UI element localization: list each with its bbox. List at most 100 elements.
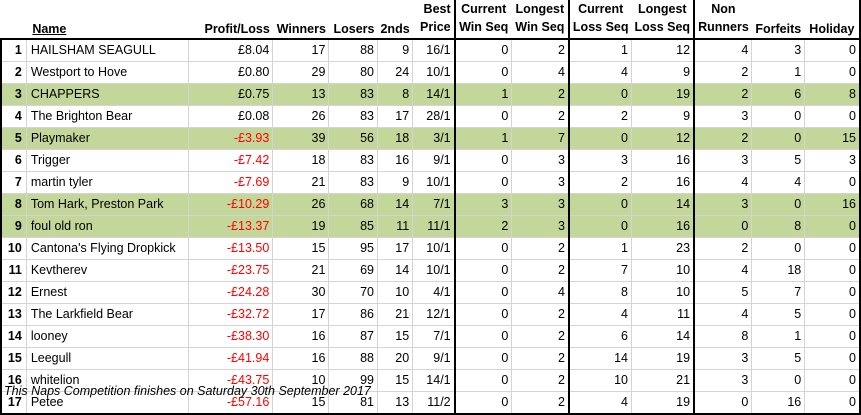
- row-profit-loss[interactable]: -£7.69: [188, 171, 274, 194]
- row-winners[interactable]: 17: [272, 303, 330, 326]
- row-losers[interactable]: 83: [328, 105, 378, 128]
- row-forfeits[interactable]: 4: [751, 171, 806, 194]
- row-name[interactable]: looney: [26, 325, 189, 348]
- row-forfeits[interactable]: 1: [751, 325, 806, 348]
- row-seconds[interactable]: 24: [377, 61, 414, 84]
- row-position[interactable]: 5: [0, 127, 27, 150]
- row-current-win-seq[interactable]: 0: [453, 149, 513, 172]
- header-cell-pos[interactable]: [1, 0, 26, 39]
- row-winners[interactable]: 39: [272, 127, 330, 150]
- header-losers[interactable]: Losers: [333, 22, 375, 36]
- row-profit-loss[interactable]: -£10.29: [188, 193, 274, 216]
- row-non-runners[interactable]: 3: [694, 347, 753, 370]
- row-longest-win-seq[interactable]: 3: [511, 171, 570, 194]
- row-losers[interactable]: 85: [328, 215, 378, 238]
- row-forfeits[interactable]: 1: [751, 61, 806, 84]
- header-forfeits[interactable]: Forfeits: [755, 22, 802, 36]
- row-losers[interactable]: 83: [328, 83, 378, 106]
- row-losers[interactable]: 88: [328, 38, 378, 62]
- row-losers[interactable]: 86: [328, 303, 378, 326]
- row-holiday[interactable]: 0: [804, 171, 861, 194]
- row-current-loss-seq[interactable]: 3: [568, 149, 632, 172]
- row-name[interactable]: Kevtherev: [26, 259, 189, 282]
- row-longest-win-seq[interactable]: 2: [511, 347, 570, 370]
- row-losers[interactable]: 87: [328, 325, 378, 348]
- row-current-win-seq[interactable]: 2: [453, 215, 513, 238]
- row-winners[interactable]: 18: [272, 149, 330, 172]
- row-non-runners[interactable]: 3: [694, 369, 753, 392]
- row-current-loss-seq[interactable]: 0: [568, 127, 632, 150]
- row-seconds[interactable]: 21: [377, 303, 414, 326]
- row-losers[interactable]: 83: [328, 149, 378, 172]
- row-winners[interactable]: 26: [272, 105, 330, 128]
- row-non-runners[interactable]: 0: [694, 391, 753, 415]
- row-longest-loss-seq[interactable]: 14: [631, 193, 696, 216]
- row-longest-loss-seq[interactable]: 12: [631, 127, 696, 150]
- row-profit-loss[interactable]: -£32.72: [188, 303, 274, 326]
- row-winners[interactable]: 17: [272, 38, 330, 62]
- header-current-loss-seq[interactable]: Current Loss Seq: [569, 0, 632, 39]
- row-forfeits[interactable]: 5: [751, 347, 806, 370]
- row-winners[interactable]: 16: [272, 347, 330, 370]
- row-losers[interactable]: 68: [328, 193, 378, 216]
- row-non-runners[interactable]: 4: [694, 303, 753, 326]
- row-longest-loss-seq[interactable]: 16: [631, 171, 696, 194]
- row-profit-loss[interactable]: £0.08: [188, 105, 274, 128]
- row-winners[interactable]: 30: [272, 281, 330, 304]
- row-longest-loss-seq[interactable]: 9: [631, 105, 696, 128]
- row-current-loss-seq[interactable]: 0: [568, 215, 632, 238]
- row-name[interactable]: HAILSHAM SEAGULL: [26, 38, 189, 62]
- row-seconds[interactable]: 9: [377, 38, 414, 62]
- row-forfeits[interactable]: 0: [751, 369, 806, 392]
- row-longest-loss-seq[interactable]: 16: [631, 215, 696, 238]
- row-best-price[interactable]: 10/1: [412, 259, 456, 282]
- row-holiday[interactable]: 16: [804, 193, 861, 216]
- row-holiday[interactable]: 0: [804, 215, 861, 238]
- row-losers[interactable]: 88: [328, 347, 378, 370]
- row-profit-loss[interactable]: -£38.30: [188, 325, 274, 348]
- row-holiday[interactable]: 0: [804, 61, 861, 84]
- row-best-price[interactable]: 10/1: [412, 171, 456, 194]
- row-name[interactable]: Leegull: [26, 347, 189, 370]
- row-seconds[interactable]: 13: [377, 391, 414, 415]
- row-position[interactable]: 10: [0, 237, 27, 260]
- row-holiday[interactable]: 0: [804, 391, 861, 415]
- row-non-runners[interactable]: 4: [694, 259, 753, 282]
- row-longest-win-seq[interactable]: 7: [511, 127, 570, 150]
- row-best-price[interactable]: 10/1: [412, 237, 456, 260]
- row-winners[interactable]: 15: [272, 237, 330, 260]
- row-profit-loss[interactable]: -£3.93: [188, 127, 274, 150]
- row-name[interactable]: foul old ron: [26, 215, 189, 238]
- row-seconds[interactable]: 17: [377, 105, 414, 128]
- row-best-price[interactable]: 16/1: [412, 38, 456, 62]
- row-longest-win-seq[interactable]: 3: [511, 193, 570, 216]
- row-current-win-seq[interactable]: 3: [453, 193, 513, 216]
- row-longest-win-seq[interactable]: 2: [511, 237, 570, 260]
- row-position[interactable]: 3: [0, 83, 27, 106]
- row-longest-loss-seq[interactable]: 10: [631, 259, 696, 282]
- row-profit-loss[interactable]: -£24.28: [188, 281, 274, 304]
- row-seconds[interactable]: 15: [377, 369, 414, 392]
- row-best-price[interactable]: 9/1: [412, 347, 456, 370]
- row-non-runners[interactable]: 4: [694, 38, 753, 62]
- row-current-loss-seq[interactable]: 0: [568, 193, 632, 216]
- row-current-loss-seq[interactable]: 1: [568, 38, 632, 62]
- row-position[interactable]: 2: [0, 61, 27, 84]
- row-current-win-seq[interactable]: 0: [453, 369, 513, 392]
- row-seconds[interactable]: 17: [377, 237, 414, 260]
- row-non-runners[interactable]: 3: [694, 149, 753, 172]
- row-forfeits[interactable]: 5: [751, 149, 806, 172]
- row-longest-loss-seq[interactable]: 10: [631, 281, 696, 304]
- row-best-price[interactable]: 14/1: [412, 369, 456, 392]
- row-position[interactable]: 15: [0, 347, 27, 370]
- row-seconds[interactable]: 14: [377, 259, 414, 282]
- row-non-runners[interactable]: 3: [694, 193, 753, 216]
- row-current-loss-seq[interactable]: 8: [568, 281, 632, 304]
- row-holiday[interactable]: 3: [804, 149, 861, 172]
- row-profit-loss[interactable]: -£43.75: [188, 369, 274, 392]
- row-position[interactable]: 9: [0, 215, 27, 238]
- row-non-runners[interactable]: 5: [694, 281, 753, 304]
- row-longest-loss-seq[interactable]: 19: [631, 347, 696, 370]
- row-holiday[interactable]: 0: [804, 105, 861, 128]
- row-holiday[interactable]: 0: [804, 38, 861, 62]
